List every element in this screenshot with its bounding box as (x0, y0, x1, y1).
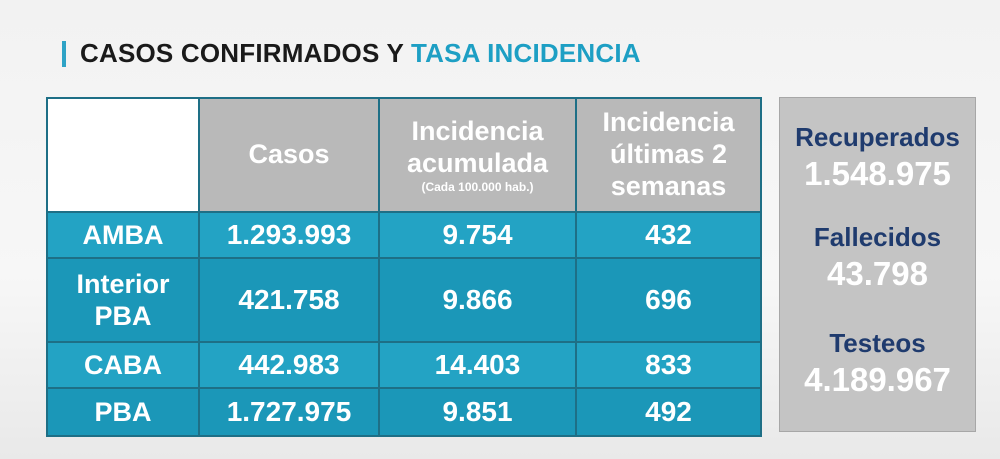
incidencia-acumulada-cell: 9.754 (378, 211, 577, 259)
table-row: AMBA 1.293.993 9.754 432 (46, 211, 762, 259)
title-part-2: TASA INCIDENCIA (410, 38, 641, 68)
recuperados-value: 1.548.975 (804, 155, 951, 192)
fallecidos-stat: Fallecidos 43.798 (780, 222, 975, 293)
testeos-stat: Testeos 4.189.967 (780, 328, 975, 399)
casos-cell: 442.983 (198, 341, 380, 389)
incidencia-acumulada-cell: 9.866 (378, 257, 577, 343)
header-casos: Casos (198, 97, 380, 213)
region-cell: CABA (46, 341, 200, 389)
header-incidencia-acumulada-label: Incidencia acumulada (406, 115, 549, 178)
incidencia-2-semanas-cell: 833 (575, 341, 762, 389)
fallecidos-value: 43.798 (827, 255, 928, 292)
incidencia-2-semanas-cell: 432 (575, 211, 762, 259)
testeos-label: Testeos (829, 328, 926, 358)
title-accent-bar (62, 40, 66, 67)
recuperados-label: Recuperados (795, 122, 960, 152)
table-row: CABA 442.983 14.403 833 (46, 341, 762, 389)
casos-cell: 1.293.993 (198, 211, 380, 259)
recuperados-stat: Recuperados 1.548.975 (780, 122, 975, 193)
incidencia-acumulada-cell: 9.851 (378, 387, 577, 437)
header-incidencia-acumulada-sublabel: (Cada 100.000 hab.) (421, 179, 534, 194)
region-cell: AMBA (46, 211, 200, 259)
fallecidos-label: Fallecidos (813, 222, 942, 252)
table-row: Interior PBA 421.758 9.866 696 (46, 257, 762, 343)
incidencia-2-semanas-cell: 492 (575, 387, 762, 437)
table-header-row: Casos Incidencia acumulada (Cada 100.000… (46, 97, 762, 213)
title-part-1: CASOS CONFIRMADOS Y (80, 38, 404, 68)
incidencia-2-semanas-cell: 696 (575, 257, 762, 343)
header-incidencia-2-semanas-label: Incidencia últimas 2 semanas (602, 107, 735, 201)
summary-panel: Recuperados 1.548.975 Fallecidos 43.798 … (779, 97, 976, 432)
testeos-value: 4.189.967 (804, 361, 951, 398)
region-cell: PBA (46, 387, 200, 437)
region-cell: Interior PBA (46, 257, 200, 343)
header-casos-label: Casos (248, 139, 330, 170)
page-title: CASOS CONFIRMADOS Y TASA INCIDENCIA (62, 38, 641, 69)
header-incidencia-2-semanas: Incidencia últimas 2 semanas (575, 97, 762, 213)
casos-cell: 421.758 (198, 257, 380, 343)
casos-cell: 1.727.975 (198, 387, 380, 437)
incidencia-acumulada-cell: 14.403 (378, 341, 577, 389)
cases-table: Casos Incidencia acumulada (Cada 100.000… (46, 97, 762, 437)
header-incidencia-acumulada: Incidencia acumulada (Cada 100.000 hab.) (378, 97, 577, 213)
table-row: PBA 1.727.975 9.851 492 (46, 387, 762, 437)
header-corner (46, 97, 200, 213)
